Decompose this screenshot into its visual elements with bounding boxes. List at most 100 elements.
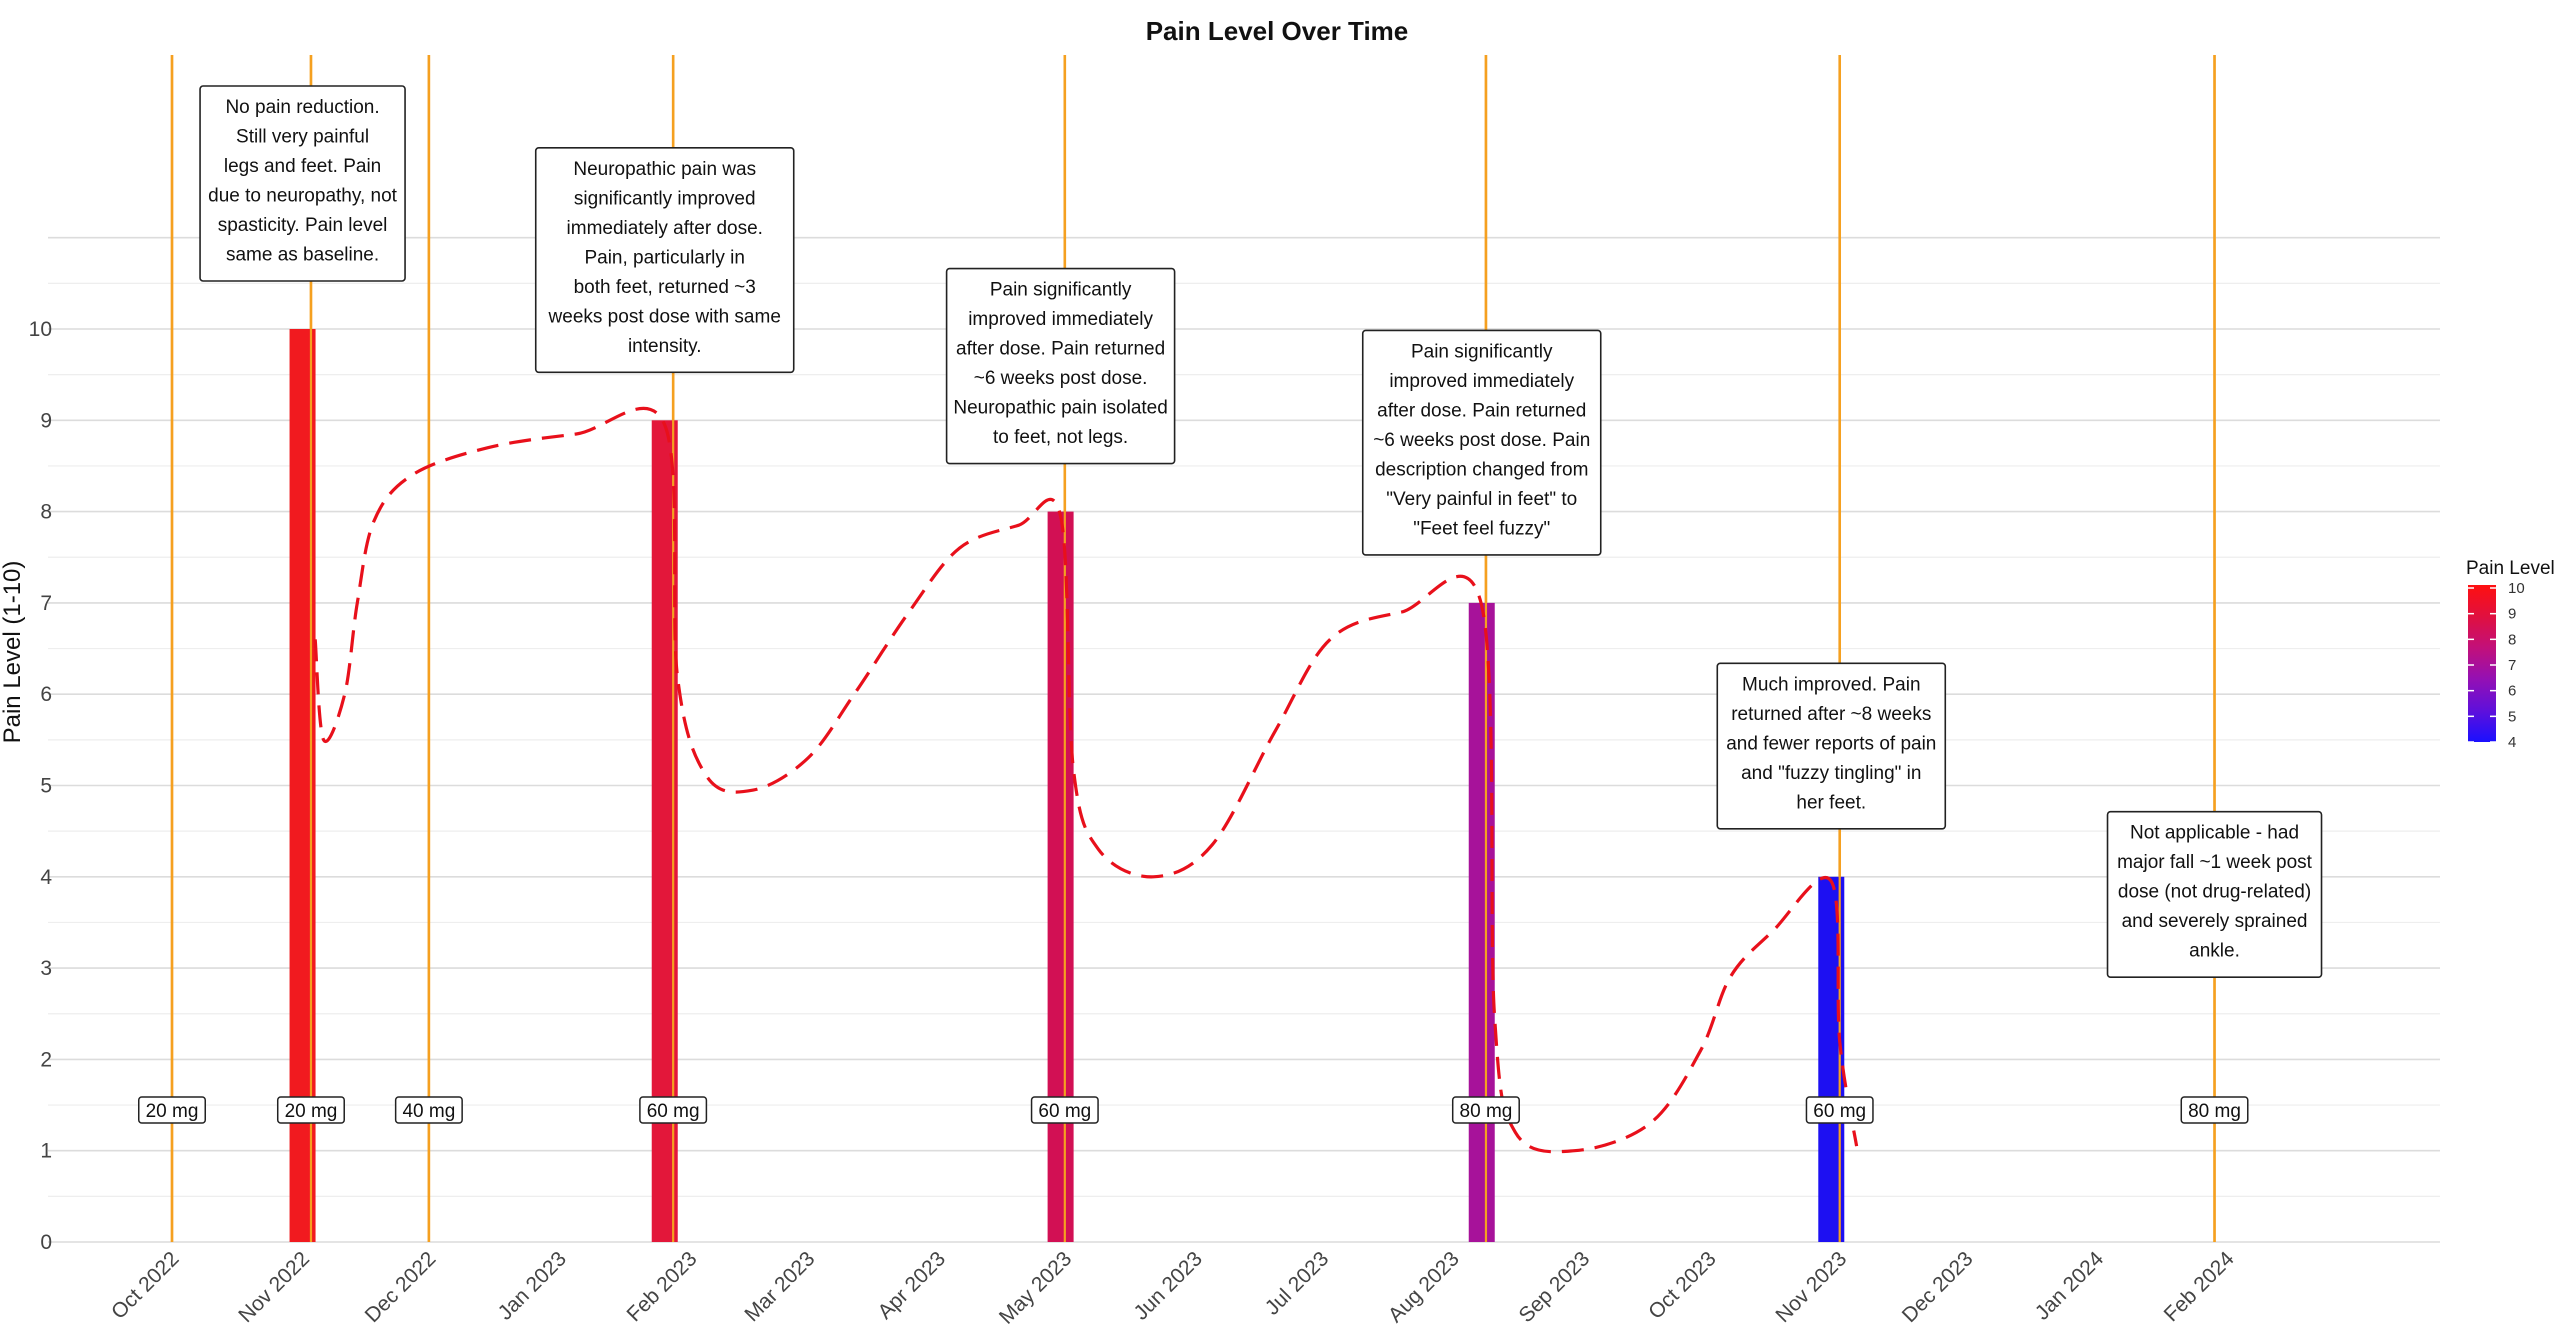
annotation-text-line: both feet, returned ~3 xyxy=(574,277,756,298)
y-tick-label: 8 xyxy=(40,501,52,524)
annotation-text-line: due to neuropathy, not xyxy=(208,186,397,207)
annotation-text-line: returned after ~8 weeks xyxy=(1731,704,1931,725)
dose-labels: 20 mg 20 mg 40 mg 60 mg 60 mg 80 mg 60 mg 80 mg xyxy=(138,1096,2249,1124)
annotation-text-line: after dose. Pain returned xyxy=(956,339,1165,360)
annotation-text-line: significantly improved xyxy=(574,188,756,209)
annotation-text-line: and fewer reports of pain xyxy=(1726,733,1936,754)
dose-label-box xyxy=(2180,1096,2249,1124)
legend-title: Pain Level xyxy=(2466,558,2555,579)
pain-bar xyxy=(1047,511,1074,1243)
chart-title: Pain Level Over Time xyxy=(1146,16,1409,46)
legend-tick-label: 9 xyxy=(2508,606,2516,623)
y-axis-ticks: 0 1 2 3 4 5 6 7 8 9 10 xyxy=(29,318,53,1254)
y-tick-label: 9 xyxy=(40,409,52,432)
annotation-box xyxy=(199,85,406,282)
y-axis-title: Pain Level (1-10) xyxy=(0,561,26,744)
annotation-text-line: Pain significantly xyxy=(1411,341,1553,362)
annotation-text-line: Pain significantly xyxy=(990,280,1132,301)
annotation-text-line: and severely sprained xyxy=(2122,911,2308,932)
annotation-text-line: description changed from xyxy=(1375,459,1588,480)
dose-label: 80 mg xyxy=(2180,1096,2249,1124)
dose-label-box xyxy=(1030,1096,1099,1124)
annotation-callout: Neuropathic pain was significantly improv… xyxy=(534,147,795,374)
dose-label: 40 mg xyxy=(394,1096,463,1124)
dose-label-box xyxy=(276,1096,345,1124)
annotation-box xyxy=(1361,329,1602,556)
dose-label-box xyxy=(1451,1096,1520,1124)
annotation-text-line: ankle. xyxy=(2189,941,2240,962)
annotation-text-line: intensity. xyxy=(628,336,702,357)
dose-label: 60 mg xyxy=(639,1096,708,1124)
annotation-text-line: "Feet feel fuzzy" xyxy=(1413,518,1550,539)
annotation-text-line: Not applicable - had xyxy=(2130,823,2299,844)
dose-label: 80 mg xyxy=(1451,1096,1520,1124)
dose-label-text: 60 mg xyxy=(647,1101,700,1122)
y-tick-label: 2 xyxy=(40,1048,52,1071)
annotation-text-line: ~6 weeks post dose. xyxy=(974,368,1148,389)
pain-trend-line xyxy=(313,406,1859,1154)
dose-label-text: 80 mg xyxy=(1460,1101,1513,1122)
dose-label-box xyxy=(138,1096,206,1124)
annotation-text-line: improved immediately xyxy=(968,309,1153,330)
legend-colorbar xyxy=(2468,585,2496,742)
y-tick-label: 5 xyxy=(40,775,52,798)
legend-tick-label: 10 xyxy=(2508,580,2525,597)
annotation-text-line: Much improved. Pain xyxy=(1742,674,1920,695)
y-tick-label: 6 xyxy=(40,683,52,706)
annotation-text-line: Neuropathic pain isolated xyxy=(953,398,1167,419)
dose-label-box xyxy=(394,1096,463,1124)
y-tick-label: 7 xyxy=(40,592,52,615)
dose-label-text: 40 mg xyxy=(402,1101,455,1122)
annotation-text-line: same as baseline. xyxy=(226,245,379,266)
annotation-text-line: to feet, not legs. xyxy=(993,427,1128,448)
annotations: No pain reduction. Still very painful legs… xyxy=(199,85,2323,979)
annotation-text-line: Still very painful xyxy=(236,127,369,148)
annotation-box xyxy=(945,267,1176,465)
annotation-text-line: major fall ~1 week post xyxy=(2117,852,2313,873)
dose-label-box xyxy=(639,1096,708,1124)
annotation-callout: Much improved. Pain returned after ~8 wee… xyxy=(1716,662,1947,830)
annotation-text-line: dose (not drug-related) xyxy=(2118,882,2311,903)
dose-label-text: 20 mg xyxy=(146,1101,199,1122)
annotation-text-line: after dose. Pain returned xyxy=(1377,400,1586,421)
legend-tick-label: 7 xyxy=(2508,657,2516,674)
dose-label-text: 20 mg xyxy=(285,1101,338,1122)
annotation-callout: Not applicable - had major fall ~1 week p… xyxy=(2106,810,2323,979)
y-tick-label: 0 xyxy=(40,1231,52,1254)
annotation-text-line: Pain, particularly in xyxy=(584,247,745,268)
y-tick-label: 1 xyxy=(40,1140,52,1163)
annotation-text-line: weeks post dose with same xyxy=(548,306,781,327)
dose-label: 20 mg xyxy=(276,1096,345,1124)
dose-label: 60 mg xyxy=(1030,1096,1099,1124)
annotation-text-line: immediately after dose. xyxy=(567,218,763,239)
legend-tick-label: 5 xyxy=(2508,708,2516,725)
y-tick-label: 3 xyxy=(40,957,52,980)
annotation-text-line: legs and feet. Pain xyxy=(224,156,381,177)
legend: Pain Level 10 9 8 7 6 5 4 xyxy=(2466,558,2555,751)
gridlines xyxy=(48,236,2440,1243)
annotation-text-line: ~6 weeks post dose. Pain xyxy=(1373,430,1590,451)
legend-tick-label: 8 xyxy=(2508,631,2516,648)
annotation-text-line: Neuropathic pain was xyxy=(573,159,756,180)
dose-label: 20 mg xyxy=(138,1096,206,1124)
y-tick-label: 4 xyxy=(40,866,52,889)
dose-label-text: 80 mg xyxy=(2188,1101,2241,1122)
y-tick-label: 10 xyxy=(29,318,52,341)
annotation-box xyxy=(2106,810,2323,979)
annotation-callout: Pain significantly improved immediately af… xyxy=(1361,329,1602,556)
annotation-callout: Pain significantly improved immediately af… xyxy=(945,267,1176,465)
annotation-text-line: and "fuzzy tingling" in xyxy=(1741,763,1921,784)
annotation-text-line: her feet. xyxy=(1796,792,1866,813)
dose-label: 60 mg xyxy=(1805,1096,1874,1124)
dose-label-text: 60 mg xyxy=(1038,1101,1091,1122)
annotation-box xyxy=(534,147,795,374)
annotation-callout: No pain reduction. Still very painful legs… xyxy=(199,85,406,282)
annotation-text-line: improved immediately xyxy=(1389,371,1574,392)
annotation-box xyxy=(1716,662,1947,830)
annotation-text-line: spasticity. Pain level xyxy=(218,215,388,236)
annotation-text-line: "Very painful in feet" to xyxy=(1386,489,1577,510)
legend-tick-label: 4 xyxy=(2508,734,2516,751)
trend-line xyxy=(313,406,1859,1154)
annotation-text-line: No pain reduction. xyxy=(225,97,379,118)
